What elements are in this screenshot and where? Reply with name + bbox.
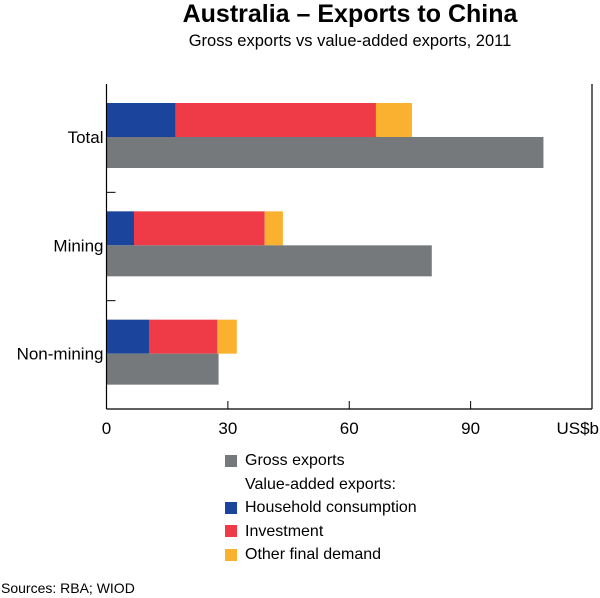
bar-gross-exports xyxy=(106,137,544,168)
chart-title: Australia – Exports to China xyxy=(182,0,518,28)
bar-investment xyxy=(175,103,376,137)
legend-heading: Value-added exports: xyxy=(245,475,396,493)
x-unit-label: US$b xyxy=(556,419,599,438)
bar-chart: Total Mining Non-mining 0 30 60 90 US$b xyxy=(17,84,599,438)
bar-investment xyxy=(148,319,218,354)
legend-heading-value-added: Value-added exports: xyxy=(225,473,417,497)
legend-swatch xyxy=(225,454,237,467)
legend-label: Gross exports xyxy=(245,452,345,469)
legend-swatch xyxy=(225,501,237,514)
legend-swatch xyxy=(225,548,237,561)
category-label: Mining xyxy=(53,236,103,255)
x-tick-label: 60 xyxy=(340,419,359,438)
legend-label: Investment xyxy=(245,522,324,540)
bar-investment xyxy=(134,211,265,246)
bar-gross-exports xyxy=(106,353,219,385)
bar-household-consumption xyxy=(106,211,135,246)
legend-swatch xyxy=(225,525,237,538)
sources-note: Sources: RBA; WIOD xyxy=(1,580,135,596)
bar-other-final-demand xyxy=(264,211,283,246)
bar-household-consumption xyxy=(106,103,176,137)
bar-household-consumption xyxy=(106,319,149,354)
x-tick-label: 0 xyxy=(102,419,111,438)
legend-item-other: Other final demand xyxy=(225,543,417,567)
legend-label: Household consumption xyxy=(245,499,417,516)
x-tick-label: 90 xyxy=(461,419,480,438)
bar-other-final-demand xyxy=(217,319,237,354)
bar-other-final-demand xyxy=(375,103,412,137)
legend-item-investment: Investment xyxy=(225,520,417,544)
category-label: Non-mining xyxy=(17,345,104,364)
x-tick-label: 30 xyxy=(218,419,237,438)
legend-item-household: Household consumption xyxy=(225,496,417,520)
legend: Gross exports Value-added exports: House… xyxy=(225,449,417,567)
bar-gross-exports xyxy=(106,245,432,277)
legend-label: Other final demand xyxy=(245,546,382,563)
chart-subtitle: Gross exports vs value-added exports, 20… xyxy=(188,32,512,50)
legend-item-gross: Gross exports xyxy=(225,449,417,473)
category-label: Total xyxy=(68,128,104,147)
